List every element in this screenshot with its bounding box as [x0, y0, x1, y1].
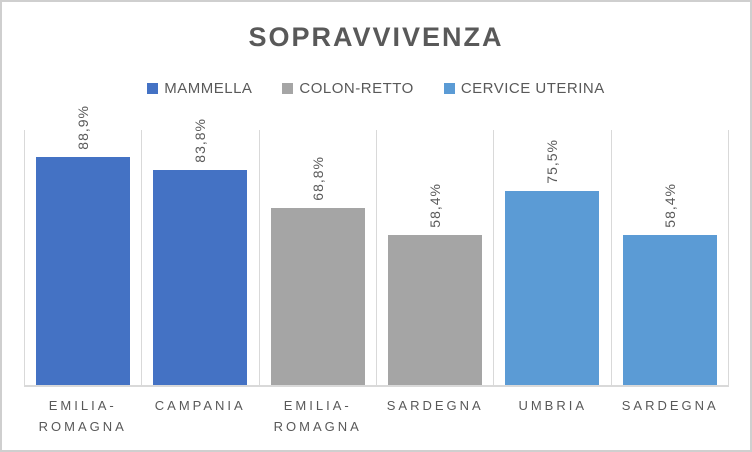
legend-item: COLON-RETTO: [282, 80, 413, 97]
category-axis-label: SARDEGNA: [386, 398, 484, 413]
category-axis-label: CAMPANIA: [154, 398, 246, 413]
legend-item: CERVICE UTERINA: [443, 80, 605, 97]
legend-item: MAMMELLA: [147, 80, 252, 97]
bar: [622, 235, 717, 385]
bar-value-label: 83,8%: [192, 118, 209, 163]
legend-label: MAMMELLA: [164, 80, 253, 97]
legend-label: CERVICE UTERINA: [460, 80, 605, 97]
category-cell: 68,8%: [258, 130, 376, 385]
category-cell: 58,4%: [375, 130, 493, 385]
category-axis-label: EMILIA-ROMAGNA: [38, 398, 127, 434]
bar-value-label: 88,9%: [75, 105, 92, 150]
category-axis-label: SARDEGNA: [621, 398, 719, 413]
bar-value-label: 58,4%: [661, 183, 678, 228]
chart-title: SOPRAVVIVENZA: [248, 22, 504, 52]
category-axis-label: EMILIA-ROMAGNA: [273, 398, 362, 434]
legend-swatch: [147, 83, 159, 94]
legend-swatch: [282, 83, 294, 94]
chart-legend: MAMMELLA COLON-RETTO CERVICE UTERINA: [2, 80, 750, 97]
bar: [505, 191, 600, 385]
bar-value-label: 58,4%: [427, 183, 444, 228]
category-axis-label: UMBRIA: [518, 398, 588, 413]
bar: [36, 157, 131, 385]
category-cell: 75,5%: [493, 130, 610, 385]
bar: [270, 208, 365, 385]
category-cell: 58,4%: [610, 130, 728, 385]
bar: [153, 170, 248, 385]
plot-area: 88,9% 83,8% 68,8% 58,4% 75,5% 58,4%: [24, 105, 729, 387]
category-axis-labels: EMILIA-ROMAGNA CAMPANIA EMILIA-ROMAGNA SARD…: [24, 395, 729, 437]
category-cell: 88,9%: [24, 105, 141, 385]
category-cell: 83,8%: [141, 118, 258, 385]
bar-value-label: 75,5%: [544, 139, 561, 184]
bar-value-label: 68,8%: [309, 156, 326, 201]
legend-label: COLON-RETTO: [299, 80, 414, 97]
bar: [388, 235, 483, 385]
legend-swatch: [443, 83, 455, 94]
